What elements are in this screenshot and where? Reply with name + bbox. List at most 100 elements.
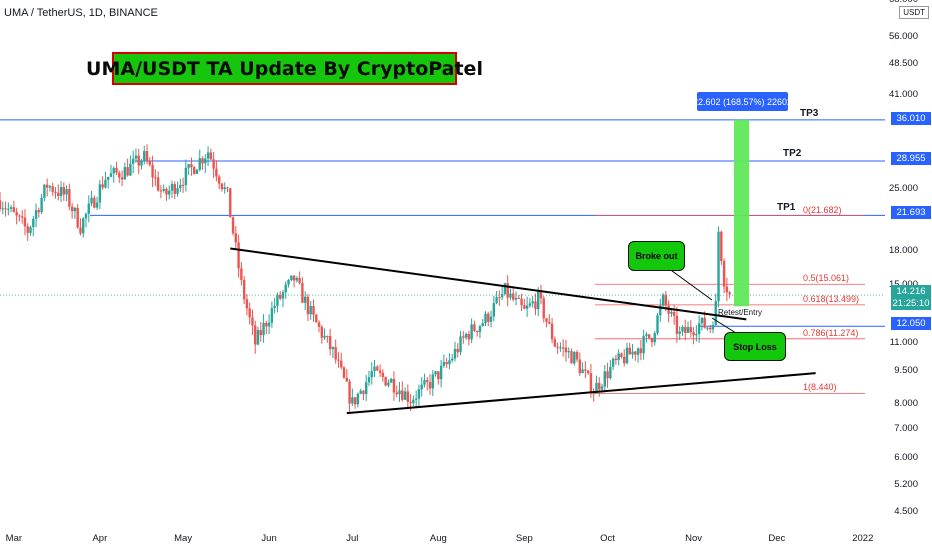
candle-body xyxy=(115,168,118,173)
candle-body xyxy=(711,325,715,330)
candle-body xyxy=(584,369,587,371)
candle-body xyxy=(201,158,204,164)
candle-body xyxy=(401,390,404,400)
trendline xyxy=(346,372,816,415)
candle-body xyxy=(520,298,523,306)
candle-body xyxy=(181,184,185,186)
candle-body xyxy=(301,282,304,303)
candle-body xyxy=(609,366,612,379)
candle-body xyxy=(340,360,343,368)
fib-level-label: 0.5(15.061) xyxy=(803,273,850,284)
candle-body xyxy=(598,382,601,390)
retest-entry-label: Retest/Entry xyxy=(718,308,763,317)
candle-body xyxy=(706,327,709,329)
tp3-label: TP3 xyxy=(800,108,819,119)
candle-body xyxy=(76,207,79,228)
candle-body xyxy=(317,322,321,327)
x-tick-label: Mar xyxy=(5,533,23,544)
candle-body xyxy=(570,351,573,364)
candle-body xyxy=(151,164,154,178)
candle-body xyxy=(464,333,468,338)
candle-body xyxy=(137,155,140,166)
y-tick-label: 18.000 xyxy=(888,244,918,256)
candle-body xyxy=(470,324,473,340)
candle-body xyxy=(453,348,457,359)
candle-body xyxy=(120,177,124,180)
y-tick-label: 56.000 xyxy=(888,30,918,42)
tp1-price-tag: 21.693 xyxy=(891,206,931,219)
candle-body xyxy=(220,183,224,190)
candle-body xyxy=(487,313,490,322)
candle-body xyxy=(29,227,32,233)
candle-body xyxy=(20,216,24,218)
candle-body xyxy=(703,317,706,328)
candle-body xyxy=(7,208,10,210)
candle-body xyxy=(664,294,668,306)
candle-body xyxy=(290,275,293,280)
candle-body xyxy=(90,197,93,204)
y-tick-label: 41.000 xyxy=(888,89,918,101)
candle-body xyxy=(79,227,82,234)
candle-body xyxy=(509,293,512,298)
y-tick-label: 8.000 xyxy=(894,397,918,409)
x-tick-label: Jun xyxy=(261,533,277,544)
currency-badge[interactable]: USDT xyxy=(899,6,929,19)
candle-body xyxy=(423,379,426,385)
candle-body xyxy=(426,379,429,382)
support-price-tag: 12.050 xyxy=(891,317,931,330)
candle-body xyxy=(215,168,218,177)
candle-body xyxy=(534,301,537,310)
candle-body xyxy=(73,207,77,212)
candle-body xyxy=(689,327,692,333)
candle-body xyxy=(439,365,443,380)
fib-level-label: 0(21.682) xyxy=(803,204,842,215)
candle-body xyxy=(284,284,287,293)
candle-body xyxy=(384,377,387,386)
candle-body xyxy=(659,305,662,316)
candle-body xyxy=(542,298,545,319)
candle-body xyxy=(392,378,396,393)
candle-body xyxy=(126,167,129,176)
candle-body xyxy=(240,268,243,280)
candle-body xyxy=(717,231,720,302)
candle-body xyxy=(9,207,13,209)
candle-body xyxy=(276,294,279,306)
tp1-label: TP1 xyxy=(777,202,796,213)
candle-body xyxy=(237,242,240,269)
candle-body xyxy=(442,362,446,366)
candle-body xyxy=(523,305,526,309)
candle-body xyxy=(678,331,681,334)
candle-body xyxy=(589,373,593,394)
candle-body xyxy=(614,358,618,361)
fib-level-label: 1(8.440) xyxy=(803,382,837,393)
candle-body xyxy=(348,381,351,404)
candle-body xyxy=(15,212,18,216)
candle-body xyxy=(606,371,609,379)
candle-body xyxy=(448,360,451,365)
candle-body xyxy=(176,188,179,194)
candle-body xyxy=(575,352,579,360)
y-tick-label: 48.500 xyxy=(888,57,918,69)
candle-body xyxy=(500,294,504,298)
candle-body xyxy=(578,359,582,374)
candle-body xyxy=(18,215,21,217)
candle-body xyxy=(492,303,496,317)
candle-body xyxy=(170,184,174,191)
y-tick-label: 6.000 xyxy=(894,451,918,463)
candle-body xyxy=(195,169,199,174)
candle-body xyxy=(43,184,46,198)
candle-body xyxy=(398,390,401,395)
candle-body xyxy=(59,187,63,197)
candle-body xyxy=(118,172,121,178)
y-tick-label: 4.500 xyxy=(894,505,918,517)
candle-body xyxy=(514,297,518,300)
candle-body xyxy=(403,391,407,400)
candle-body xyxy=(697,323,701,335)
candle-body xyxy=(32,218,35,228)
x-tick-label: 2022 xyxy=(852,533,874,544)
candle-body xyxy=(312,305,315,315)
candle-body xyxy=(0,200,2,210)
candle-body xyxy=(68,189,71,207)
